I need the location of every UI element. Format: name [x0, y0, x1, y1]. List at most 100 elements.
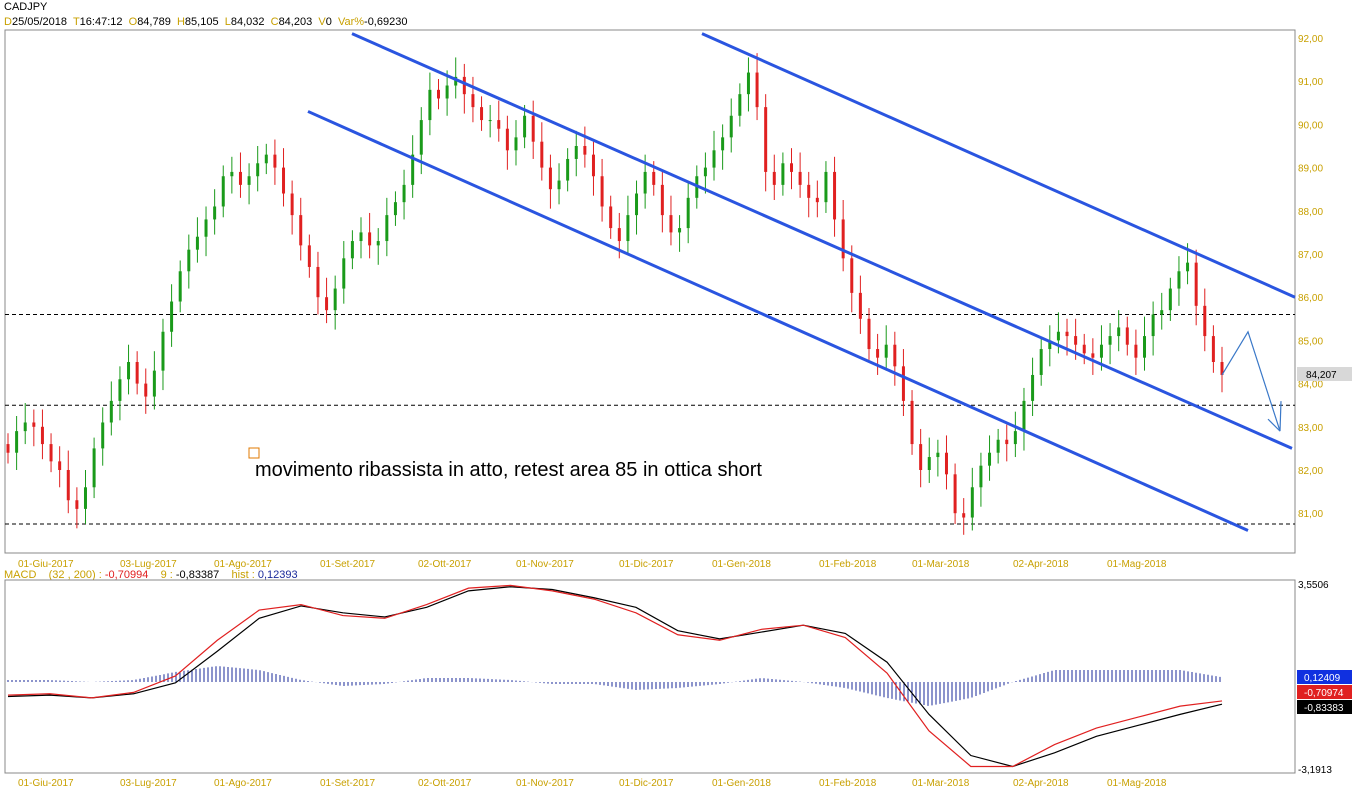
candle-body	[58, 461, 62, 470]
macd-x-tick-label: 01-Feb-2018	[819, 778, 877, 789]
candle-body	[92, 448, 96, 488]
var-key: Var%	[337, 16, 365, 28]
macd-header: MACD (32 , 200) : -0,70994 9 : -0,83387 …	[4, 569, 298, 581]
candle-body	[944, 452, 948, 475]
price-y-tick-label: 85,00	[1298, 336, 1323, 347]
candle-body	[910, 400, 914, 445]
candle-body	[1211, 336, 1215, 362]
var-value: -0,69230	[364, 16, 408, 28]
candle-body	[411, 154, 415, 185]
macd-x-tick-label: 01-Gen-2018	[712, 778, 771, 789]
candle-body	[936, 452, 940, 458]
high-key: H	[176, 16, 185, 28]
macd-x-tick-label: 03-Lug-2017	[120, 778, 177, 789]
macd-x-tick-label: 01-Ago-2017	[214, 778, 272, 789]
candle-body	[1005, 439, 1009, 445]
price-y-tick-label: 83,00	[1298, 423, 1323, 434]
candle-body	[574, 146, 578, 159]
candle-body	[402, 184, 406, 203]
high-value: 85,105	[184, 16, 219, 28]
candle-body	[626, 215, 630, 242]
candle-body	[609, 206, 613, 229]
candle-body	[927, 457, 931, 470]
candle-body	[264, 154, 268, 164]
candle-body	[299, 215, 303, 246]
candle-body	[1065, 331, 1069, 337]
signal-param: 9 :	[160, 569, 173, 581]
candle-body	[66, 470, 70, 501]
candle-body	[1082, 344, 1086, 354]
macd-badge-bg	[1297, 670, 1352, 684]
candle-body	[583, 146, 587, 155]
price-y-tick-label: 90,00	[1298, 120, 1323, 131]
candle-body	[419, 120, 423, 155]
candle-body	[1125, 327, 1129, 345]
candle-body	[867, 318, 871, 350]
macd-x-ticks: 01-Giu-2017 03-Lug-2017 01-Ago-2017 01-Set-…	[18, 778, 1167, 789]
time-value: 16:47:12	[79, 16, 123, 28]
candle-body	[1177, 271, 1181, 289]
price-y-tick-label: 88,00	[1298, 207, 1323, 218]
candle-body	[850, 258, 854, 293]
candle-body	[712, 150, 716, 168]
volume-key: V	[318, 16, 326, 28]
candle-body	[514, 137, 518, 151]
annotation-text: movimento ribassista in atto, retest are…	[255, 459, 762, 481]
candle-body	[1220, 362, 1224, 375]
candle-body	[1099, 344, 1103, 358]
candle-body	[342, 258, 346, 289]
macd-name: MACD	[4, 569, 37, 581]
price-x-tick-label: 01-Gen-2018	[712, 559, 771, 570]
candle-body	[755, 72, 759, 108]
price-y-tick-label: 89,00	[1298, 164, 1323, 175]
macd-lines	[7, 584, 1223, 768]
candle-body	[884, 344, 888, 358]
candle-body	[772, 171, 776, 185]
time-key: T	[72, 16, 80, 28]
candle-body	[1022, 400, 1026, 432]
candle-body	[566, 158, 570, 181]
close-key: C	[270, 16, 279, 28]
candle-body	[282, 167, 286, 194]
macd-x-tick-label: 01-Mar-2018	[912, 778, 970, 789]
candle-body	[109, 400, 113, 423]
candle-body	[901, 366, 905, 401]
price-x-ticks: 01-Giu-2017 03-Lug-2017 01-Ago-2017 01-Set-…	[18, 559, 1167, 570]
candle-body	[428, 89, 432, 121]
close-value: 84,203	[278, 16, 313, 28]
candle-body	[350, 241, 354, 259]
price-x-tick-label: 01-Mag-2018	[1107, 559, 1167, 570]
price-y-tick-label: 86,00	[1298, 293, 1323, 304]
price-y-tick-label: 91,00	[1298, 77, 1323, 88]
price-y-tick-label: 87,00	[1298, 250, 1323, 261]
macd-badge-text: -0,70974	[1304, 688, 1344, 699]
macd-y-tick-label: 3,5506	[1298, 580, 1329, 591]
candle-body	[238, 171, 242, 185]
channel-line	[307, 110, 1249, 532]
candle-body	[187, 249, 191, 272]
date-value: 25/05/2018	[11, 16, 68, 28]
candle-body	[393, 202, 397, 216]
candle-body	[1031, 374, 1035, 401]
candle-body	[1194, 262, 1198, 306]
candle-body	[368, 232, 372, 246]
candle-body	[23, 422, 27, 432]
candle-body	[445, 85, 449, 99]
candle-body	[824, 171, 828, 203]
candle-body	[161, 331, 165, 371]
candle-body	[40, 426, 44, 445]
candle-body	[548, 167, 552, 190]
candle-body	[247, 176, 251, 185]
candle-body	[979, 465, 983, 488]
symbol-text: CADJPY	[4, 1, 48, 13]
candle-body	[1160, 310, 1164, 315]
price-x-tick-label: 01-Dic-2017	[619, 559, 674, 570]
candle-body	[876, 349, 880, 358]
candle-body	[1117, 327, 1121, 337]
macd-x-tick-label: 02-Ott-2017	[418, 778, 472, 789]
price-x-tick-label: 02-Ott-2017	[418, 559, 472, 570]
price-y-tick-label: 84,00	[1298, 380, 1323, 391]
candle-body	[970, 487, 974, 518]
candle-body	[1151, 314, 1155, 337]
